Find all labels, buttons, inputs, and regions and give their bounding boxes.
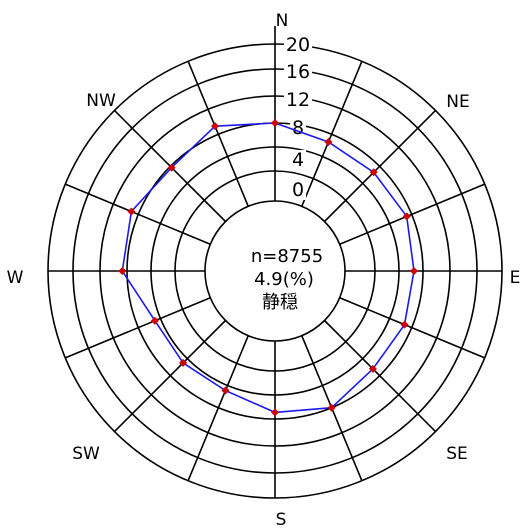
grid-spoke-nnw xyxy=(187,60,249,207)
tick-label-bg xyxy=(283,90,313,110)
direction-label-nw: NW xyxy=(86,91,116,111)
center-text: n=8755 4.9(%) 静穏 xyxy=(251,246,323,313)
grid-spoke-ne xyxy=(323,109,437,223)
data-point-sse xyxy=(327,403,336,412)
data-point-w xyxy=(118,267,127,275)
tick-label-bg xyxy=(289,180,307,200)
data-point-wnw xyxy=(127,207,136,216)
data-point-n xyxy=(271,119,279,127)
data-point-nw xyxy=(167,163,176,172)
tick-label-bg xyxy=(283,35,313,55)
grid-spoke-wnw xyxy=(64,183,211,245)
data-point-ese xyxy=(400,320,409,329)
grid-spoke-sw xyxy=(113,319,227,433)
data-point-s xyxy=(271,408,279,417)
grid-spoke-nne xyxy=(301,60,363,207)
direction-labels: N NE E SE S SW W NW xyxy=(7,11,521,529)
direction-label-w: W xyxy=(7,268,24,288)
data-point-nnw xyxy=(211,122,220,131)
tick-label: 8 xyxy=(292,117,304,139)
data-point-ne xyxy=(369,168,378,177)
observation-count: n=8755 xyxy=(251,246,323,267)
grid-spokes xyxy=(48,26,502,498)
data-point-wsw xyxy=(150,316,159,325)
tick-label-bg xyxy=(289,150,307,170)
direction-label-ne: NE xyxy=(446,92,469,112)
data-point-sw xyxy=(179,358,188,367)
grid-spoke-ssw xyxy=(187,335,249,482)
tick-label: 4 xyxy=(292,149,304,171)
tick-label: 0 xyxy=(292,179,304,201)
grid-layer xyxy=(47,26,503,499)
calm-label: 静穏 xyxy=(262,292,298,313)
tick-label-bg xyxy=(283,62,313,82)
data-point-e xyxy=(410,267,418,275)
tick-label: 16 xyxy=(286,61,310,83)
grid-spoke-wsw xyxy=(64,297,211,359)
grid-spoke-se xyxy=(323,319,437,433)
direction-label-s: S xyxy=(276,510,287,529)
calm-percentage: 4.9(%) xyxy=(254,269,314,290)
wind-frequency-series xyxy=(118,119,418,417)
direction-label-n: N xyxy=(276,11,289,31)
data-point-ssw xyxy=(221,386,230,395)
data-point-nne xyxy=(324,138,333,147)
grid-spoke-ene xyxy=(339,183,486,245)
grid-spoke-ese xyxy=(339,297,486,359)
tick-label: 20 xyxy=(286,34,310,56)
direction-label-e: E xyxy=(510,268,521,288)
direction-label-se: SE xyxy=(446,444,468,464)
data-point-ene xyxy=(402,212,411,221)
tick-label: 12 xyxy=(286,89,310,111)
data-point-se xyxy=(368,364,377,373)
direction-label-sw: SW xyxy=(72,444,100,464)
radial-tick-labels: 0 4 8 12 16 20 xyxy=(286,34,310,201)
